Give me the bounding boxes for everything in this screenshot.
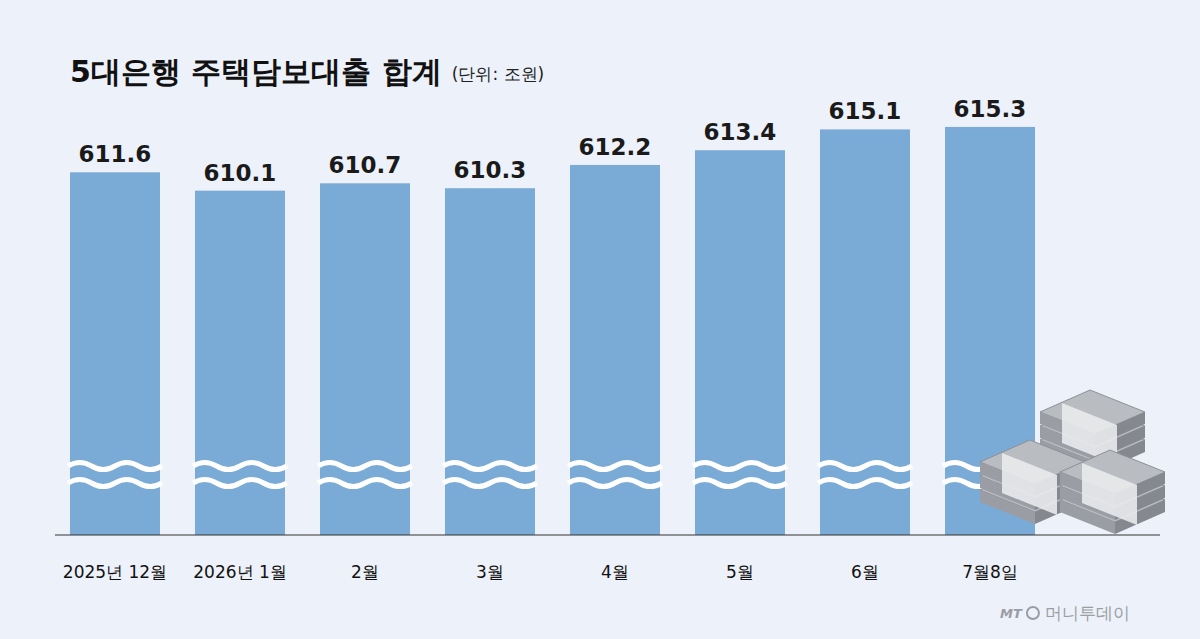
data-label: 615.1	[829, 98, 902, 124]
axis-break	[818, 480, 912, 487]
source: 머니투데이	[1045, 603, 1130, 623]
money-icon	[980, 390, 1165, 534]
data-label: 610.3	[454, 157, 527, 183]
bar	[695, 150, 785, 535]
x-tick-label: 6월	[851, 562, 879, 582]
bars	[68, 127, 1037, 535]
x-tick-label: 2월	[351, 562, 379, 582]
background	[0, 0, 1200, 639]
x-axis	[55, 535, 1160, 536]
x-tick-label: 4월	[601, 562, 629, 582]
x-tick-label: 3월	[476, 562, 504, 582]
axis-break	[318, 463, 412, 470]
data-label: 610.7	[329, 152, 402, 178]
axis-break	[568, 480, 662, 487]
data-label: 612.2	[579, 134, 652, 160]
data-label: 615.3	[954, 96, 1027, 122]
axis-break	[443, 480, 537, 487]
x-tick-label: 7월8일	[962, 562, 1018, 582]
axis-break	[693, 463, 787, 470]
axis-break	[318, 480, 412, 487]
source-logo-mark	[1027, 607, 1039, 619]
axis-break	[193, 463, 287, 470]
x-tick-label: 2026년 1월	[193, 562, 286, 582]
axis-break	[693, 480, 787, 487]
chart: 5대은행 주택담보대출 합계 (단위: 조원) 611.6 2025년 12월 610.…	[0, 0, 1200, 639]
axis-break	[818, 463, 912, 470]
unit: (단위: 조원)	[452, 64, 544, 84]
x-tick-label: 2025년 12월	[63, 562, 167, 582]
bar	[820, 129, 910, 535]
data-label: 613.4	[704, 119, 777, 145]
title: 5대은행 주택담보대출 합계	[70, 54, 442, 89]
data-label: 611.6	[79, 141, 152, 167]
axis-break	[68, 480, 162, 487]
source-logo: MT	[1000, 606, 1023, 621]
axis-break	[193, 480, 287, 487]
axis-break	[443, 463, 537, 470]
data-label: 610.1	[204, 160, 277, 186]
axis-break	[68, 463, 162, 470]
axis-break	[568, 463, 662, 470]
x-tick-label: 5월	[726, 562, 754, 582]
